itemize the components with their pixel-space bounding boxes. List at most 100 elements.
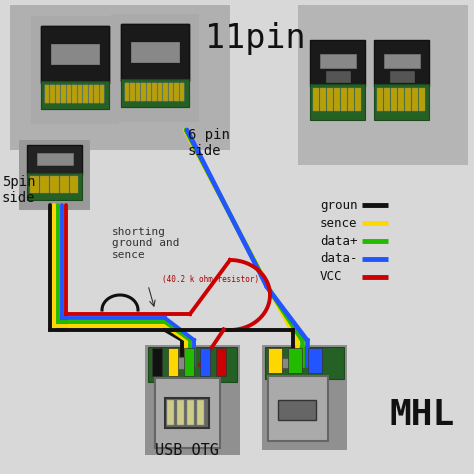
Text: 11pin: 11pin — [205, 22, 305, 55]
Bar — [136, 82, 140, 101]
Text: data-: data- — [320, 253, 357, 265]
Bar — [125, 82, 129, 101]
Bar — [41, 81, 109, 109]
Bar — [155, 378, 220, 448]
Bar — [180, 82, 184, 101]
Bar — [169, 82, 173, 101]
Bar — [70, 176, 79, 193]
Bar — [61, 84, 66, 103]
Bar — [374, 84, 429, 120]
Bar — [51, 44, 99, 64]
Bar — [130, 82, 135, 101]
Text: groun: groun — [320, 199, 357, 211]
Bar — [100, 84, 104, 103]
Bar — [275, 358, 290, 368]
Bar — [72, 84, 77, 103]
Bar — [265, 347, 344, 379]
Bar — [158, 82, 162, 101]
Bar — [89, 84, 93, 103]
Bar — [45, 84, 49, 103]
Bar — [374, 39, 429, 86]
Bar — [419, 88, 426, 111]
Bar — [278, 400, 316, 420]
Bar — [168, 348, 178, 376]
Bar — [184, 348, 194, 376]
Bar — [320, 54, 356, 68]
Bar — [40, 176, 49, 193]
Text: data+: data+ — [320, 235, 357, 247]
Bar — [405, 88, 411, 111]
Bar — [141, 82, 146, 101]
Bar — [158, 82, 162, 101]
Bar — [328, 88, 334, 111]
Bar — [31, 16, 119, 124]
Bar — [320, 88, 327, 111]
Bar — [131, 42, 179, 62]
Bar — [384, 54, 420, 68]
Text: MHL: MHL — [390, 398, 455, 432]
Bar — [412, 88, 419, 111]
Bar — [308, 348, 322, 373]
Bar — [41, 26, 109, 83]
Bar — [197, 400, 204, 425]
Bar — [165, 398, 209, 428]
Bar — [326, 71, 350, 82]
Bar — [121, 24, 189, 81]
Bar — [147, 82, 151, 101]
Bar — [41, 81, 109, 109]
Bar — [180, 82, 184, 101]
Bar — [78, 84, 82, 103]
Bar — [200, 348, 210, 376]
Bar — [78, 84, 82, 103]
Bar — [121, 79, 189, 107]
Text: 6 pin
side: 6 pin side — [188, 128, 230, 158]
Bar — [167, 400, 174, 425]
Bar — [356, 88, 362, 111]
Bar — [45, 84, 49, 103]
Text: shorting
ground and
sence: shorting ground and sence — [112, 227, 180, 260]
Bar — [145, 345, 240, 455]
Bar — [56, 84, 60, 103]
Bar — [341, 88, 347, 111]
Bar — [41, 26, 109, 83]
Bar — [310, 39, 365, 86]
Bar — [130, 82, 135, 101]
Bar — [89, 84, 93, 103]
Bar — [177, 400, 184, 425]
Bar — [216, 348, 226, 376]
Bar — [125, 82, 129, 101]
Bar — [83, 84, 88, 103]
Bar — [390, 71, 414, 82]
Bar — [111, 14, 199, 122]
Bar — [111, 14, 199, 122]
Bar — [169, 82, 173, 101]
Bar — [56, 84, 60, 103]
Bar — [268, 348, 282, 373]
Bar — [83, 84, 88, 103]
Bar — [60, 176, 69, 193]
Bar — [335, 88, 340, 111]
Bar — [152, 82, 157, 101]
Bar — [147, 82, 151, 101]
Bar — [72, 84, 77, 103]
Bar — [187, 400, 194, 425]
Bar — [67, 84, 71, 103]
Bar — [61, 84, 66, 103]
Bar — [152, 82, 157, 101]
Bar — [310, 84, 365, 120]
Bar — [50, 84, 55, 103]
Bar — [152, 348, 162, 376]
Bar — [67, 84, 71, 103]
Bar — [172, 357, 190, 369]
Bar — [313, 88, 319, 111]
Bar — [268, 376, 328, 441]
Bar — [94, 84, 99, 103]
Bar — [392, 88, 398, 111]
Bar — [141, 82, 146, 101]
Bar — [136, 82, 140, 101]
Bar — [37, 154, 73, 165]
Text: 5pin
side: 5pin side — [2, 175, 36, 205]
Bar — [19, 140, 91, 210]
Bar — [50, 176, 59, 193]
Bar — [94, 84, 99, 103]
